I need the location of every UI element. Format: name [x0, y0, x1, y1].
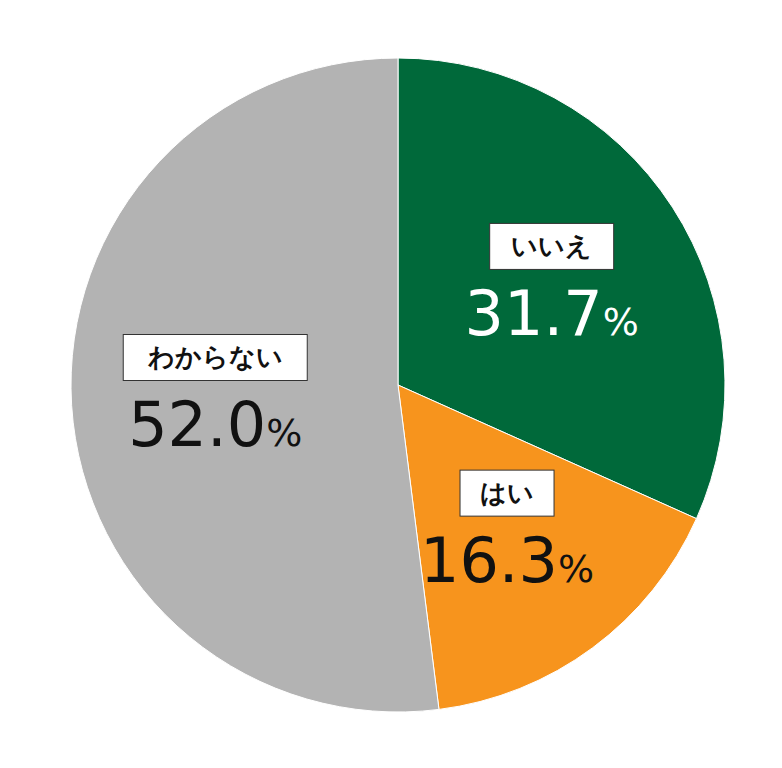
svg-text:いいえ: いいえ	[511, 231, 592, 261]
svg-text:31.7%: 31.7%	[465, 277, 639, 350]
svg-text:16.3%: 16.3%	[420, 524, 594, 597]
svg-text:52.0%: 52.0%	[128, 388, 302, 461]
svg-text:わからない: わからない	[147, 342, 283, 372]
svg-text:はい: はい	[480, 478, 534, 508]
